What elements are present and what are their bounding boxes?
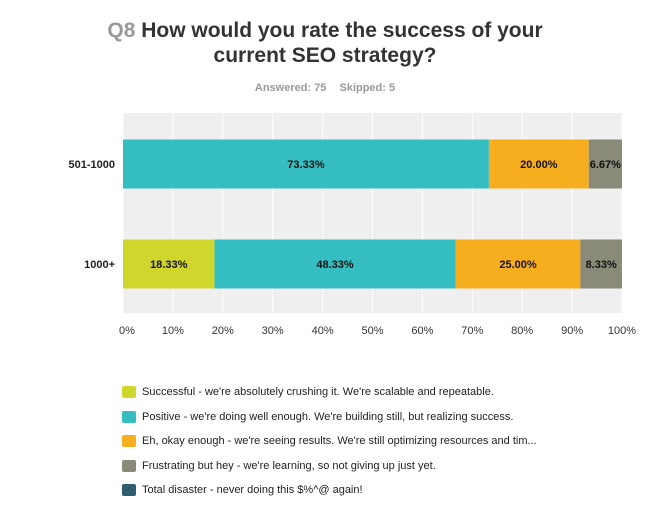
x-tick-label: 50% [361,325,383,337]
legend: Successful - we're absolutely crushing i… [122,380,537,503]
bar-segment [488,139,589,189]
bar-segment [123,139,489,189]
x-tick-label: 80% [511,325,533,337]
data-label: 48.33% [316,259,354,271]
legend-label: Frustrating but hey - we're learning, so… [142,459,436,472]
legend-item: Total disaster - never doing this $%^@ a… [122,478,537,503]
legend-label: Successful - we're absolutely crushing i… [142,386,494,399]
x-tick-label: 100% [608,325,636,337]
data-label: 18.33% [150,259,188,271]
legend-item: Positive - we're doing well enough. We'r… [122,405,537,430]
title-line-1: How would you rate the success of your [141,19,543,42]
response-stats: Answered: 75 Skipped: 5 [0,82,650,94]
data-label: 20.00% [520,159,558,171]
legend-swatch [122,435,136,448]
legend-item: Frustrating but hey - we're learning, so… [122,454,537,479]
bar-segment [455,239,581,289]
skipped-count: Skipped: 5 [339,82,396,94]
bar-chart: 0% 10% 20% 30% 40% 50% 60% 70% 80% 90% 100% 501-100… [69,113,636,337]
title-line-2: current SEO strategy? [213,44,437,67]
bar-segment [123,239,215,289]
legend-item: Eh, okay enough - we're seeing results. … [122,429,537,454]
x-tick-label: 70% [461,325,483,337]
data-label: 25.00% [499,259,537,271]
x-tick-label: 10% [162,325,184,337]
legend-label: Eh, okay enough - we're seeing results. … [142,435,537,448]
x-tick-label: 90% [561,325,583,337]
x-tick-label: 0% [119,325,135,337]
answered-count: Answered: 75 [254,82,327,94]
legend-swatch [122,386,136,399]
chart-title: Q8 How would you rate the success of you… [0,18,650,68]
x-tick-label: 60% [411,325,433,337]
bar-segment [214,239,456,289]
category-label: 501-1000 [69,159,116,171]
legend-swatch [122,484,136,497]
legend-label: Positive - we're doing well enough. We'r… [142,410,514,423]
bar-segment [588,139,622,189]
x-tick-label: 20% [212,325,234,337]
data-label: 6.67% [590,159,621,171]
legend-label: Total disaster - never doing this $%^@ a… [142,484,363,497]
data-label: 73.33% [287,159,325,171]
bar-segment [580,239,622,289]
category-label: 1000+ [84,259,115,271]
x-tick-label: 30% [262,325,284,337]
x-tick-label: 40% [312,325,334,337]
legend-swatch [122,459,136,472]
data-label: 8.33% [586,259,617,271]
question-number: Q8 [107,19,136,42]
legend-item: Successful - we're absolutely crushing i… [122,380,537,405]
legend-swatch [122,410,136,423]
